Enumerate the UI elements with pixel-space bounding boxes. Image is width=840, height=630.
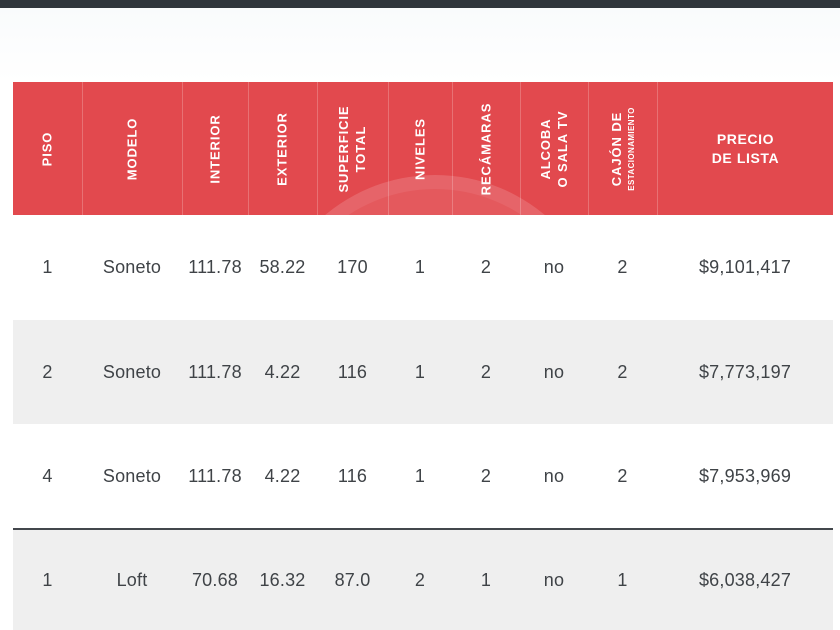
- cell-piso: 1: [42, 257, 53, 277]
- cell-recamaras: 2: [480, 257, 492, 277]
- cell-interior: 111.78: [188, 361, 242, 382]
- column-header-sublabel: ESTACIONAMIENTO: [626, 106, 636, 191]
- cell-modelo: Soneto: [102, 465, 162, 486]
- cell-niveles: 1: [414, 257, 426, 277]
- pricing-table: PISO MODELO INTERIOR EXTERIOR SUPERFICIE…: [13, 82, 833, 630]
- cell-exterior: 58.22: [259, 257, 306, 277]
- column-header-alcoba-o-sala-tv: ALCOBA O SALA TV: [520, 82, 588, 215]
- column-header-label: MODELO: [124, 117, 140, 180]
- column-header-label: CAJÓN DE ESTACIONAMIENTO: [609, 83, 637, 215]
- cell-exterior: 4.22: [264, 361, 301, 382]
- cell-cajon-de-estacionamiento: 2: [617, 361, 628, 382]
- column-header-cajon-de-estacionamiento: CAJÓN DE ESTACIONAMIENTO: [588, 82, 657, 215]
- column-header-exterior: EXTERIOR: [248, 82, 317, 215]
- column-header-label: RECÁMARAS: [478, 102, 494, 195]
- cell-modelo: Soneto: [102, 257, 162, 277]
- cell-exterior: 4.22: [264, 465, 301, 486]
- column-header-label: PRECIO DE LISTA: [711, 130, 780, 166]
- section-divider: [13, 528, 833, 530]
- cell-interior: 70.68: [191, 569, 239, 590]
- table-header-row: PISO MODELO INTERIOR EXTERIOR SUPERFICIE…: [13, 82, 833, 215]
- cell-precio-de-lista: $7,953,969: [698, 465, 792, 486]
- cell-superficie-total: 116: [337, 465, 368, 486]
- column-header-label: NIVELES: [412, 117, 428, 180]
- cell-cajon-de-estacionamiento: 2: [617, 257, 628, 277]
- table-row: 2 Soneto 111.78 4.22 116 1 2 no 2 $7,773…: [13, 320, 833, 424]
- column-header-label: ALCOBA O SALA TV: [537, 110, 570, 187]
- cell-precio-de-lista: $7,773,197: [698, 361, 792, 382]
- cell-modelo: Soneto: [102, 361, 162, 382]
- cell-interior: 111.78: [188, 257, 242, 277]
- column-header-label: SUPERFICIE TOTAL: [336, 105, 368, 193]
- cell-alcoba-o-sala-tv: no: [543, 465, 565, 486]
- cell-superficie-total: 116: [337, 361, 368, 382]
- cell-alcoba-o-sala-tv: no: [543, 257, 565, 277]
- cell-interior: 111.78: [188, 465, 242, 486]
- cell-cajon-de-estacionamiento: 2: [617, 465, 628, 486]
- cell-recamaras: 1: [480, 569, 492, 590]
- window-top-bar: [0, 0, 840, 8]
- cell-precio-de-lista: $6,038,427: [698, 569, 792, 590]
- cell-modelo: Loft: [116, 569, 148, 590]
- column-header-piso: PISO: [13, 82, 82, 215]
- cell-cajon-de-estacionamiento: 1: [617, 569, 628, 590]
- cell-piso: 4: [42, 465, 53, 486]
- cell-recamaras: 2: [480, 465, 492, 486]
- column-header-superficie-total: SUPERFICIE TOTAL: [317, 82, 388, 215]
- column-header-label: EXTERIOR: [274, 111, 290, 186]
- cell-exterior: 16.32: [259, 569, 306, 590]
- cell-niveles: 1: [414, 465, 426, 486]
- cell-piso: 2: [42, 361, 53, 382]
- table-row: 1 Loft 70.68 16.32 87.0 2 1 no 1 $6,038,…: [13, 530, 833, 630]
- column-header-niveles: NIVELES: [388, 82, 452, 215]
- column-header-label: PISO: [39, 131, 55, 166]
- column-header-label: INTERIOR: [207, 113, 223, 184]
- table-row: 4 Soneto 111.78 4.22 116 1 2 no 2 $7,953…: [13, 424, 833, 528]
- cell-alcoba-o-sala-tv: no: [543, 361, 565, 382]
- column-header-recamaras: RECÁMARAS: [452, 82, 520, 215]
- cell-piso: 1: [42, 569, 53, 590]
- table-row: 1 Soneto 111.78 58.22 170 1 2 no 2 $9,10…: [13, 215, 833, 320]
- cell-superficie-total: 87.0: [334, 569, 371, 590]
- cell-alcoba-o-sala-tv: no: [543, 569, 565, 590]
- cell-recamaras: 2: [480, 361, 492, 382]
- column-header-modelo: MODELO: [82, 82, 182, 215]
- cell-niveles: 1: [414, 361, 426, 382]
- page-margin: [0, 8, 840, 82]
- column-header-precio-de-lista: PRECIO DE LISTA: [657, 82, 833, 215]
- cell-niveles: 2: [414, 569, 426, 590]
- column-header-interior: INTERIOR: [182, 82, 248, 215]
- cell-precio-de-lista: $9,101,417: [698, 257, 792, 277]
- cell-superficie-total: 170: [337, 257, 368, 277]
